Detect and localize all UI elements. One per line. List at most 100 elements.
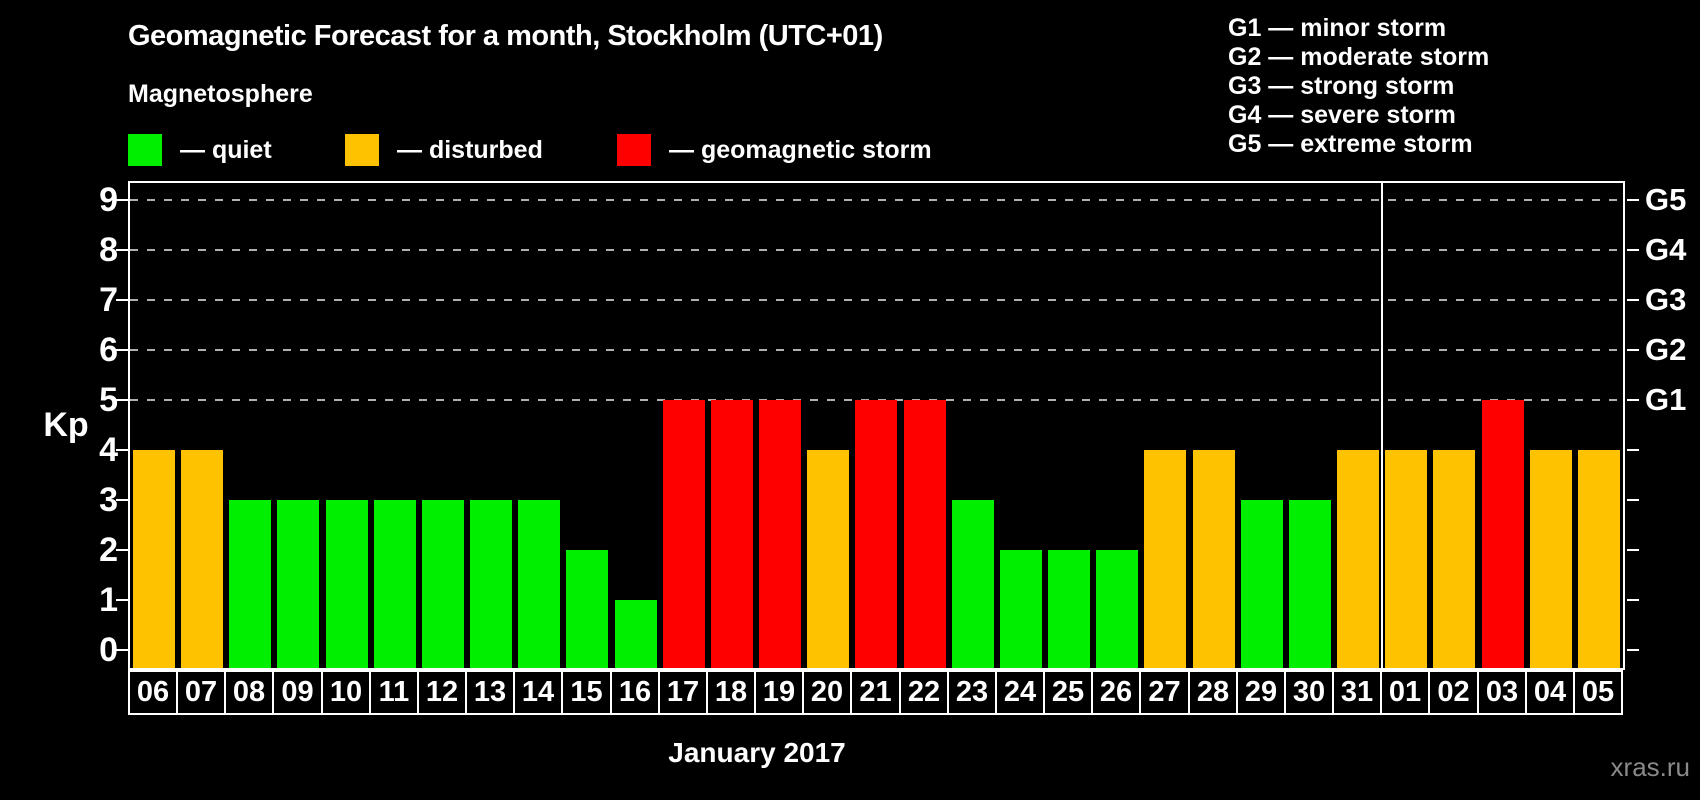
kp-bar-day-20 [807,450,849,668]
storm-color-swatch [617,134,651,166]
left-tick-kp4 [116,449,128,451]
day-label-cell-26: 26 [1091,670,1141,715]
g-tick-label-G3: G3 [1645,282,1687,317]
left-tick-kp5 [116,399,128,401]
right-tick-kp3 [1627,499,1639,501]
kp-bar-day-26 [1096,550,1138,668]
disturbed-color-swatch [345,134,379,166]
day-label-cell-28: 28 [1188,670,1238,715]
x-axis-title: January 2017 [668,737,846,768]
day-label-cell-29: 29 [1236,670,1286,715]
kp-bar-day-30 [1289,500,1331,668]
kp-bar-day-24 [1000,550,1042,668]
day-label-cell-05: 05 [1573,670,1623,715]
day-label-cell-23: 23 [947,670,997,715]
y-tick-label-3: 3 [99,481,118,519]
right-tick-kp6 [1627,349,1639,351]
day-label-cell-06: 06 [128,670,178,715]
day-label-cell-19: 19 [754,670,804,715]
left-tick-kp7 [116,299,128,301]
g-tick-label-G5: G5 [1645,182,1687,217]
gridline-kp8 [130,249,1623,251]
kp-bar-day-02 [1433,450,1475,668]
day-label-cell-22: 22 [899,670,949,715]
y-tick-label-2: 2 [99,531,118,569]
day-label-cell-08: 08 [224,670,274,715]
y-axis-title: Kp [43,406,89,444]
day-label-cell-27: 27 [1139,670,1190,715]
g-legend-line: G1 — minor storm [1228,14,1447,42]
day-label-cell-07: 07 [176,670,226,715]
day-label-cell-01: 01 [1380,670,1430,715]
kp-bar-day-28 [1193,450,1235,668]
gridline-kp6 [130,349,1623,351]
legend-item-quiet: — quiet [128,134,272,166]
kp-bar-day-03 [1482,400,1524,668]
day-label-cell-30: 30 [1284,670,1334,715]
kp-bar-day-25 [1048,550,1090,668]
y-tick-label-0: 0 [99,631,118,669]
right-tick-kp9 [1627,199,1639,201]
kp-bar-day-23 [952,500,994,668]
kp-bar-day-14 [518,500,560,668]
day-label-cell-12: 12 [417,670,467,715]
left-tick-kp0 [116,649,128,651]
y-tick-label-9: 9 [99,181,118,219]
day-label-cell-15: 15 [561,670,612,715]
kp-bar-day-08 [229,500,271,668]
kp-bar-day-10 [326,500,368,668]
g-legend-line: G3 — strong storm [1228,72,1455,100]
g-tick-label-G4: G4 [1645,232,1687,267]
kp-bar-day-06 [133,450,175,668]
left-tick-kp3 [116,499,128,501]
y-tick-label-5: 5 [99,381,118,419]
left-tick-kp6 [116,349,128,351]
right-tick-kp4 [1627,449,1639,451]
legend-title: Magnetosphere [128,80,313,108]
day-label-cell-03: 03 [1477,670,1527,715]
right-tick-kp2 [1627,549,1639,551]
left-tick-kp2 [116,549,128,551]
day-label-cell-24: 24 [995,670,1045,715]
kp-bar-day-27 [1144,450,1186,668]
kp-bar-day-17 [663,400,705,668]
gridline-kp7 [130,299,1623,301]
kp-bar-day-04 [1530,450,1572,668]
left-tick-kp8 [116,249,128,251]
day-label-cell-25: 25 [1043,670,1093,715]
legend-item-storm: — geomagnetic storm [617,134,932,166]
right-tick-kp8 [1627,249,1639,251]
kp-bar-day-29 [1241,500,1283,668]
legend-label: — geomagnetic storm [669,135,932,164]
gridline-kp9 [130,199,1623,201]
right-tick-kp0 [1627,649,1639,651]
kp-bar-day-31 [1337,450,1379,668]
quiet-color-swatch [128,134,162,166]
day-label-cell-17: 17 [658,670,708,715]
kp-bar-day-05 [1578,450,1620,668]
kp-bar-day-15 [566,550,608,668]
g-legend-line: G2 — moderate storm [1228,43,1490,71]
y-tick-label-7: 7 [99,281,118,319]
day-label-cell-04: 04 [1525,670,1575,715]
y-tick-label-8: 8 [99,231,118,269]
kp-bar-day-13 [470,500,512,668]
day-label-cell-13: 13 [465,670,515,715]
left-tick-kp1 [116,599,128,601]
kp-bar-day-16 [615,600,657,668]
kp-bar-day-19 [759,400,801,668]
g-legend-line: G4 — severe storm [1228,101,1456,129]
plot-area [116,181,1639,670]
day-label-cell-31: 31 [1332,670,1382,715]
left-tick-kp9 [116,199,128,201]
day-label-cell-02: 02 [1428,670,1479,715]
day-label-cell-21: 21 [850,670,901,715]
g-scale-legend: G1 — minor storm G2 — moderate storm G3 … [1228,14,1489,159]
legend-label: — disturbed [397,135,543,164]
day-label-cell-20: 20 [802,670,852,715]
g-legend-line: G5 — extreme storm [1228,130,1473,158]
y-tick-label-6: 6 [99,331,118,369]
kp-bar-day-22 [904,400,946,668]
kp-bar-day-11 [374,500,416,668]
